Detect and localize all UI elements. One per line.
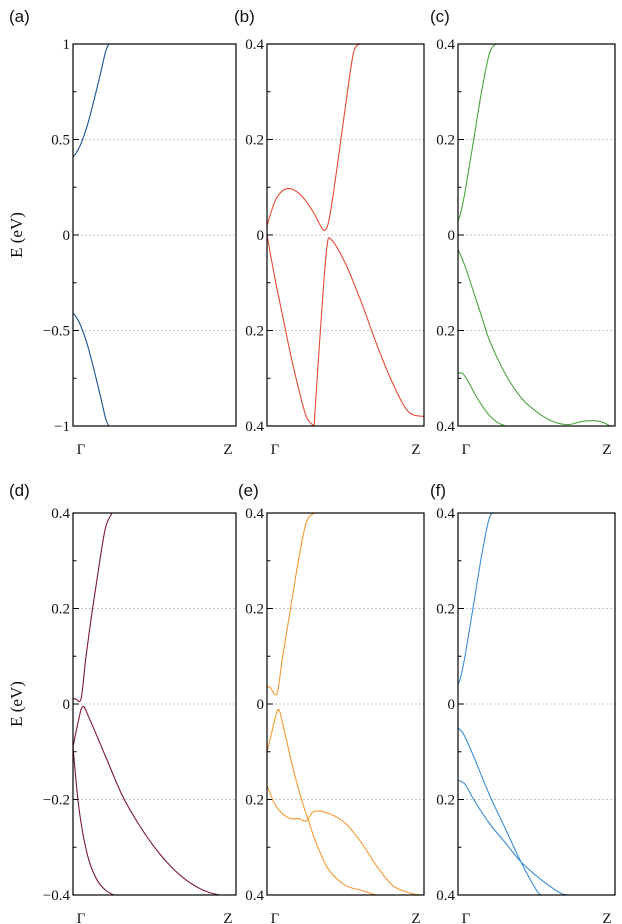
panel-e-label: (e) bbox=[238, 481, 259, 500]
y-tick-label: −0.2 bbox=[43, 793, 70, 809]
y-tick-label: 0.2 bbox=[245, 133, 264, 149]
panel-f-label: (f) bbox=[430, 481, 446, 500]
bands bbox=[458, 44, 611, 426]
y-tick-label: 0.2 bbox=[51, 602, 70, 618]
band-line-1 bbox=[267, 44, 361, 232]
plot-frame bbox=[72, 43, 237, 427]
plot-frame bbox=[72, 512, 237, 896]
band-line-3 bbox=[458, 372, 506, 426]
band-line-3 bbox=[458, 779, 569, 895]
band-line-1 bbox=[458, 513, 497, 686]
plot-frame bbox=[457, 43, 616, 427]
band-line-3 bbox=[73, 746, 115, 895]
y-tick-label: 0.2 bbox=[436, 602, 455, 618]
band-line-1 bbox=[73, 513, 113, 703]
x-tick-label-gamma: Γ bbox=[462, 911, 471, 924]
y-tick-label: 0.2 bbox=[245, 793, 264, 809]
x-tick-label-gamma: Γ bbox=[271, 911, 280, 924]
panel-f: (f) 0.4 0.2 0 0.2 0.4 Γ Z bbox=[430, 481, 616, 924]
y-tick-label: 0.4 bbox=[436, 419, 455, 435]
y-tick-label: 0.2 bbox=[436, 133, 455, 149]
band-line-1 bbox=[267, 513, 315, 696]
bands bbox=[267, 513, 421, 895]
band-line-2 bbox=[73, 312, 110, 426]
panel-b-label: (b) bbox=[234, 7, 255, 26]
x-tick-label-gamma: Γ bbox=[271, 442, 280, 458]
bands bbox=[267, 44, 424, 426]
band-line-1 bbox=[73, 44, 110, 158]
y-tick-label: −0.5 bbox=[43, 324, 70, 340]
panel-d-label: (d) bbox=[9, 481, 30, 500]
bands bbox=[73, 44, 110, 426]
band-line-2 bbox=[458, 249, 611, 426]
y-axis-label: E (eV) bbox=[7, 681, 26, 727]
x-tick-label-z: Z bbox=[602, 442, 611, 458]
panel-e: (e) 0.4 0.2 0 0.2 0.4 Γ Z bbox=[238, 481, 425, 924]
y-tick-label: −1 bbox=[54, 419, 70, 435]
y-tick-label: 1 bbox=[63, 37, 71, 53]
y-axis-label: E (eV) bbox=[7, 212, 26, 258]
plot-frame bbox=[266, 512, 425, 896]
x-tick-label-z: Z bbox=[223, 442, 232, 458]
plot-frame bbox=[266, 43, 425, 427]
x-tick-label-gamma: Γ bbox=[77, 911, 86, 924]
bands bbox=[73, 513, 233, 895]
y-tick-label: 0.4 bbox=[436, 888, 455, 904]
x-tick-label-z: Z bbox=[223, 911, 232, 924]
y-tick-label: 0 bbox=[257, 697, 265, 713]
band-line-2 bbox=[267, 708, 409, 895]
y-tick-label: 0.4 bbox=[51, 506, 70, 522]
y-tick-label: 0.2 bbox=[436, 324, 455, 340]
y-tick-label: 0.4 bbox=[245, 37, 264, 53]
panel-a-label: (a) bbox=[9, 7, 30, 26]
band-line-2 bbox=[267, 234, 315, 426]
panel-c: (c) 0.4 0.2 0 0.2 0.4 Γ Z bbox=[430, 7, 616, 458]
x-tick-label-z: Z bbox=[411, 442, 420, 458]
band-line-3 bbox=[267, 784, 421, 895]
band-line-1 bbox=[458, 44, 497, 221]
plot-frame bbox=[457, 512, 616, 896]
bands bbox=[458, 513, 569, 895]
y-tick-label: 0.2 bbox=[245, 602, 264, 618]
y-tick-label: 0 bbox=[257, 228, 265, 244]
y-tick-label: 0 bbox=[448, 228, 456, 244]
panel-d: (d) 0.4 0.2 0 −0.2 −0.4 Γ Z E (eV) bbox=[7, 481, 237, 924]
y-tick-label: 0.4 bbox=[245, 888, 264, 904]
y-tick-label: 0.4 bbox=[245, 419, 264, 435]
band-line-2 bbox=[73, 705, 233, 895]
panel-c-label: (c) bbox=[430, 7, 450, 26]
x-tick-label-z: Z bbox=[602, 911, 611, 924]
y-tick-label: 0.2 bbox=[436, 793, 455, 809]
x-tick-label-z: Z bbox=[411, 911, 420, 924]
x-tick-label-gamma: Γ bbox=[77, 442, 86, 458]
panel-a: (a) 1 0.5 0 −0.5 −1 Γ Z E (eV) bbox=[7, 7, 237, 458]
y-tick-label: 0 bbox=[63, 228, 71, 244]
y-tick-label: 0.5 bbox=[51, 133, 70, 149]
y-tick-label: 0.2 bbox=[245, 324, 264, 340]
band-line-3 bbox=[313, 237, 424, 426]
y-tick-label: 0 bbox=[448, 697, 456, 713]
y-tick-label: 0.4 bbox=[436, 506, 455, 522]
y-tick-label: −0.4 bbox=[43, 888, 71, 904]
y-tick-label: 0.4 bbox=[436, 37, 455, 53]
band-line-2 bbox=[458, 727, 542, 895]
panel-b: (b) 0.4 0.2 0 0.2 0.4 Γ Z bbox=[234, 7, 425, 458]
x-tick-label-gamma: Γ bbox=[462, 442, 471, 458]
y-tick-label: 0 bbox=[63, 697, 71, 713]
y-tick-label: 0.4 bbox=[245, 506, 264, 522]
